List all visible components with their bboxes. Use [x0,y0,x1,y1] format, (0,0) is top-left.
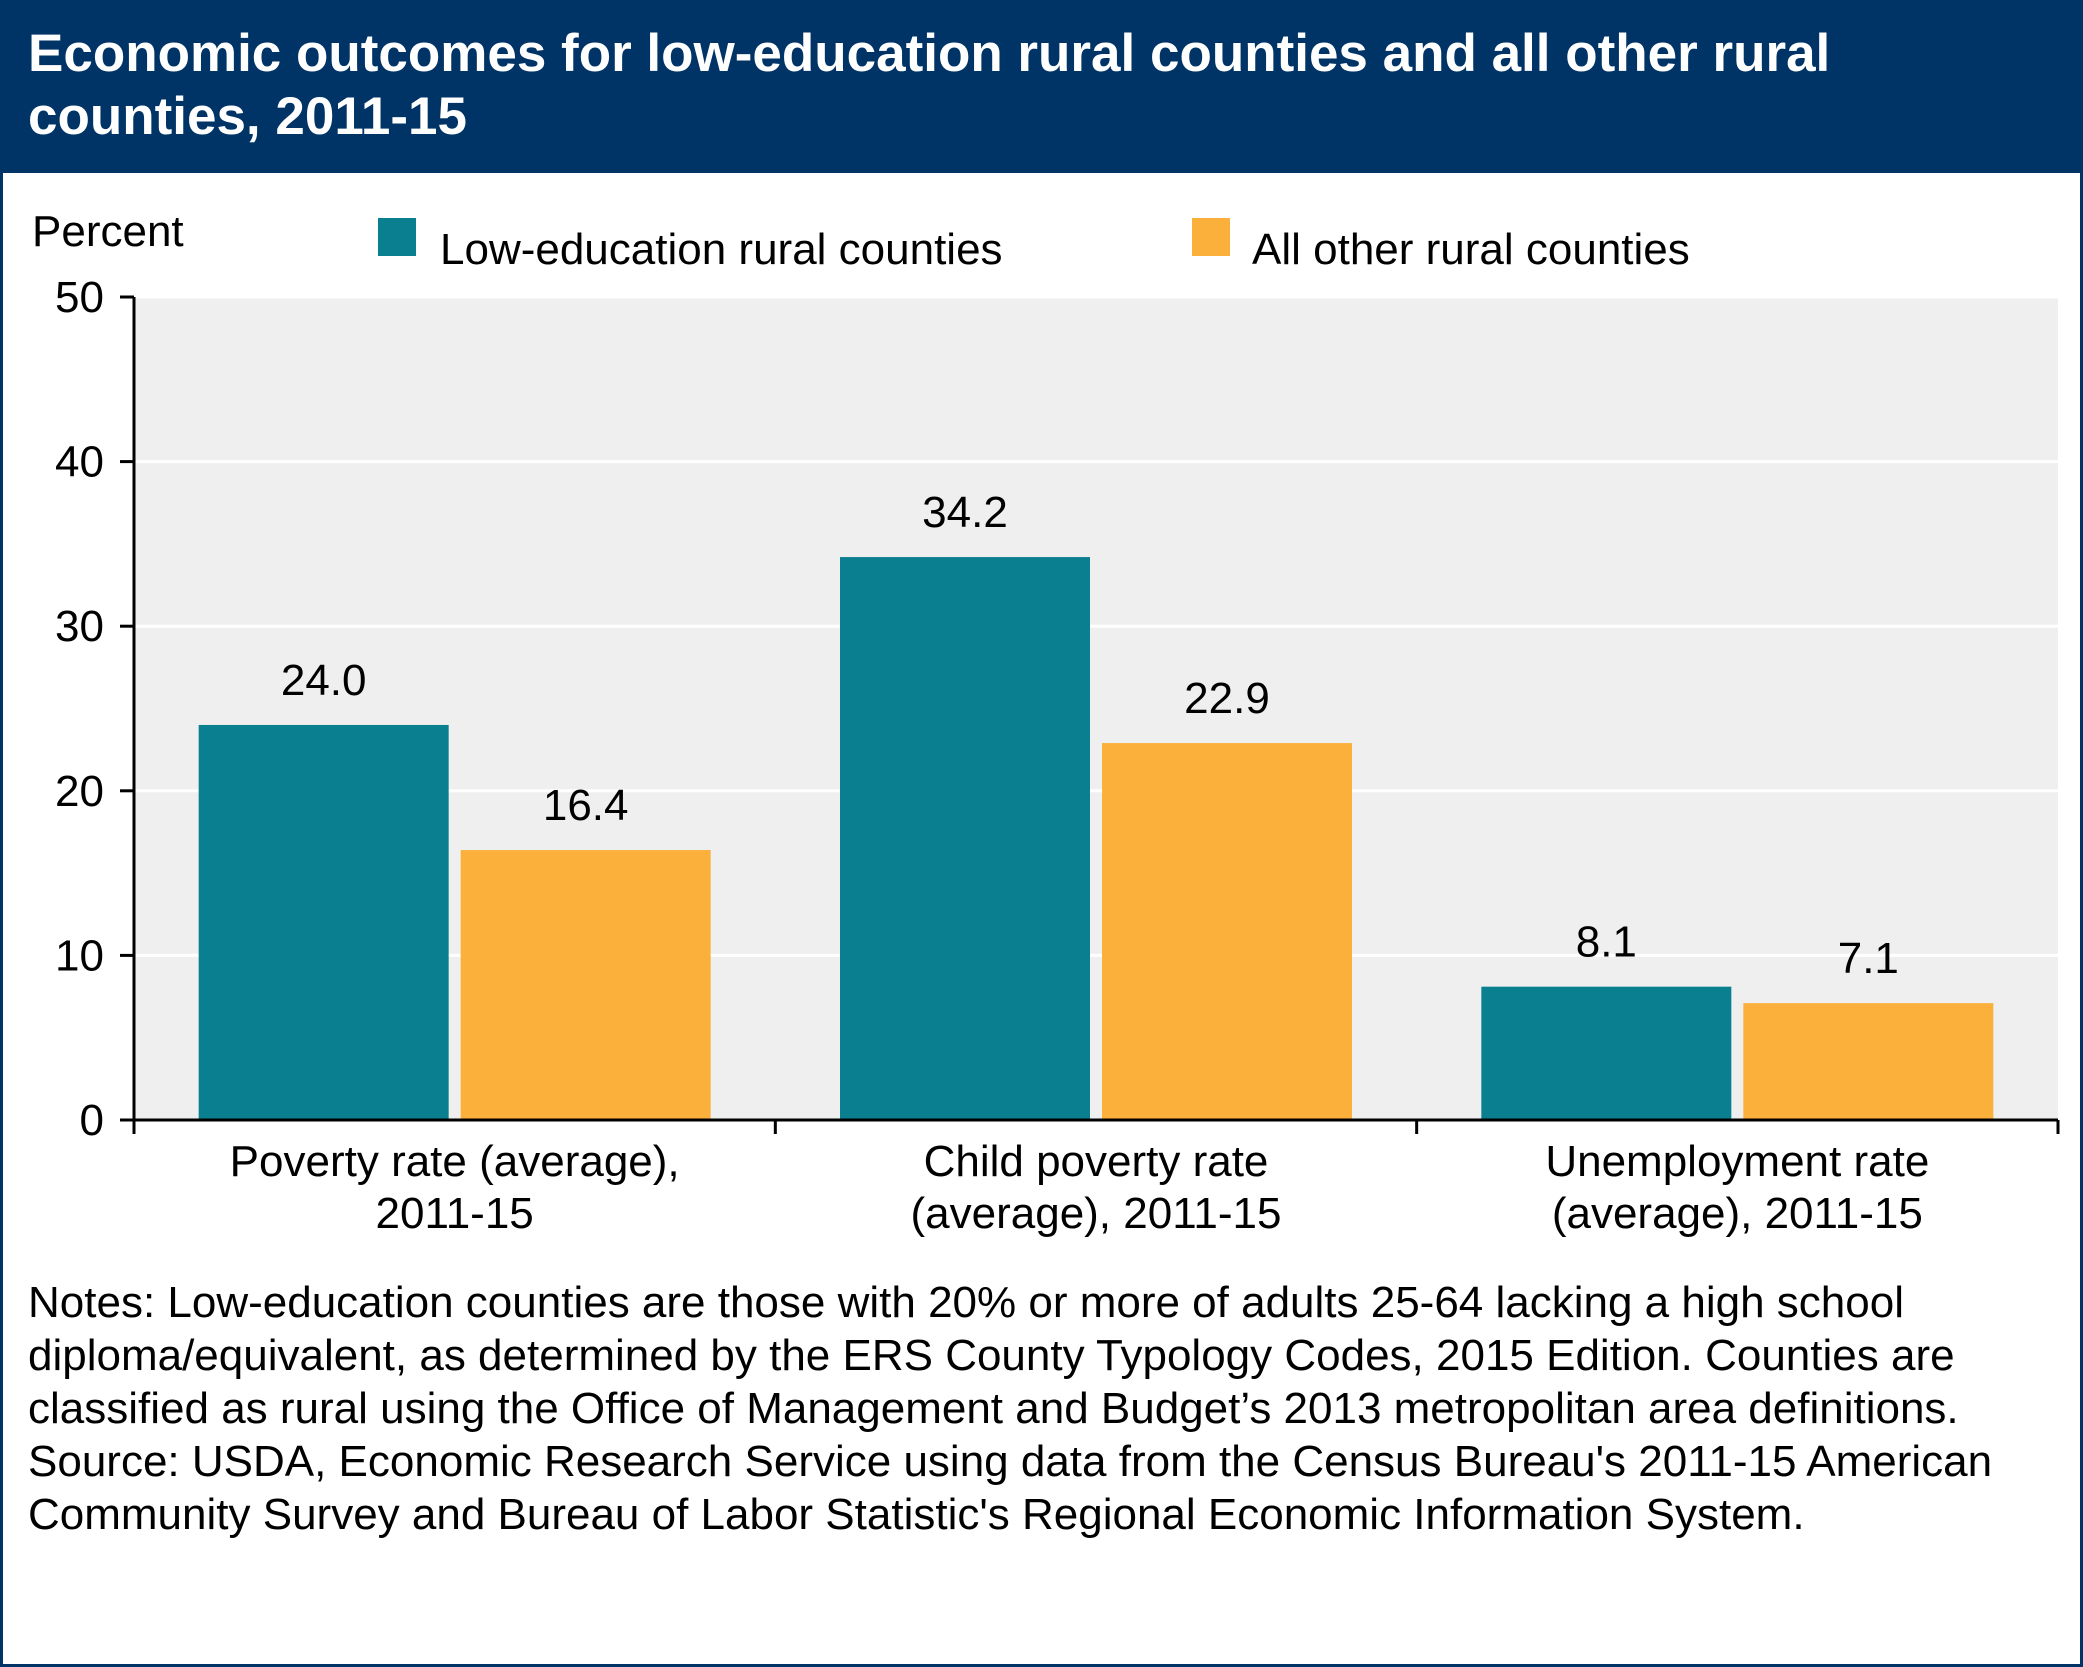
bar-chart: 24.0 16.4 Poverty rate (average),2011-15 34… [32,207,2060,1238]
x-tick-label: Child poverty rate [924,1137,1269,1186]
chart-title: Economic outcomes for low-education rura… [28,24,1831,146]
notes-text: Notes: Low-education counties are those … [28,1278,1959,1433]
y-tick-label: 10 [55,931,104,980]
bar [1481,986,1732,1120]
x-tick-label: (average), 2011-15 [911,1189,1282,1238]
legend-swatch [1192,218,1230,256]
chart-notes: Notes: Low-education counties are those … [28,1276,2058,1541]
x-tick-label: Poverty rate (average), [230,1137,680,1186]
legend-swatch [378,218,416,256]
y-axis-label: Percent [32,207,184,256]
bar [198,724,449,1120]
legend-label: Low-education rural counties [440,225,1003,274]
bar [840,557,1090,1120]
plot-area [134,297,2058,1120]
bar [1743,1003,1994,1120]
y-tick-label: 40 [55,438,104,487]
x-tick-label: (average), 2011-15 [1552,1189,1923,1238]
y-tick-label: 0 [80,1096,104,1145]
data-label: 7.1 [1838,934,1899,983]
x-tick-label: 2011-15 [376,1189,534,1238]
x-tick-label: Unemployment rate [1545,1137,1929,1186]
y-tick-label: 50 [55,273,104,322]
y-tick-label: 30 [55,602,104,651]
source-text: Source: USDA, Economic Research Service … [28,1437,1993,1539]
data-label: 8.1 [1576,918,1637,967]
data-label: 16.4 [543,781,629,830]
data-label: 22.9 [1184,674,1270,723]
bar [1102,743,1352,1120]
legend-label: All other rural counties [1252,225,1690,274]
bar [460,850,711,1120]
y-tick-label: 20 [55,767,104,816]
chart-header: Economic outcomes for low-education rura… [0,0,2083,173]
data-label: 34.2 [922,488,1008,537]
data-label: 24.0 [281,656,367,705]
